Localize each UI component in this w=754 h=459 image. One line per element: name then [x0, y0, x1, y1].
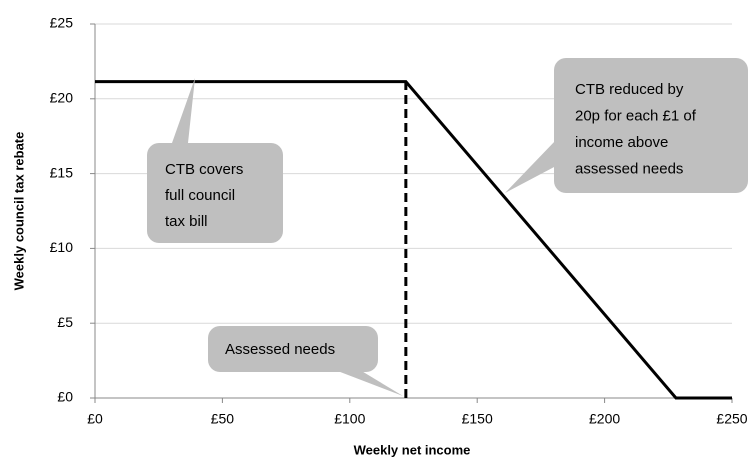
x-tick-label: £50 — [211, 411, 235, 427]
annotation-text: tax bill — [165, 213, 208, 230]
y-tick-label: £20 — [50, 90, 74, 106]
x-tick-label: £150 — [462, 411, 493, 427]
y-tick-label: £15 — [50, 164, 74, 180]
x-tick-label: £250 — [716, 411, 747, 427]
annotation-text: income above — [575, 134, 668, 151]
y-tick-label: £10 — [50, 239, 74, 255]
callout-box — [147, 143, 283, 243]
callout-pointer — [505, 140, 556, 193]
callout-pointer — [172, 78, 195, 143]
y-tick-label: £0 — [57, 389, 73, 405]
callout-pointer — [335, 370, 403, 396]
callout-box — [208, 326, 378, 372]
annotation-text: full council — [165, 187, 235, 204]
y-tick-label: £5 — [57, 314, 73, 330]
x-tick-label: £100 — [334, 411, 365, 427]
x-axis-label: Weekly net income — [354, 442, 471, 457]
annotation-text: Assessed needs — [225, 341, 335, 358]
x-tick-label: £200 — [589, 411, 620, 427]
annotation-text: 20p for each £1 of — [575, 107, 697, 124]
x-tick-label: £0 — [87, 411, 103, 427]
line — [95, 80, 732, 400]
annotation-text: assessed needs — [575, 160, 683, 177]
annotation-text: CTB covers — [165, 161, 243, 178]
callout-box — [554, 58, 748, 193]
y-tick-label: £25 — [50, 15, 74, 31]
annotation-text: CTB reduced by — [575, 81, 684, 98]
y-axis-label: Weekly council tax rebate — [11, 132, 26, 291]
